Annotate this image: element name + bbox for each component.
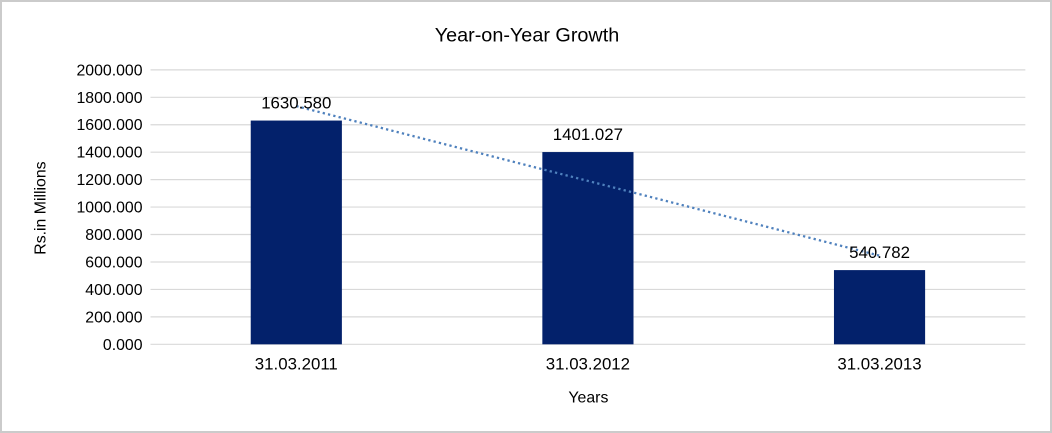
y-tick-label: 800.000	[85, 227, 142, 244]
bar-value-label: 1630.580	[261, 94, 331, 113]
trendline	[296, 105, 880, 257]
y-tick-label: 200.000	[85, 309, 142, 326]
y-tick-label: 400.000	[85, 282, 142, 299]
chart-title: Year-on-Year Growth	[435, 25, 620, 47]
y-axis-title: Rs.in Millions	[32, 161, 49, 254]
y-axis-tick-labels: 0.000 200.000 400.000 600.000 800.000 1000.00…	[76, 62, 142, 353]
bar	[542, 152, 634, 345]
bars	[250, 120, 926, 345]
bar	[833, 270, 926, 345]
y-tick-label: 1000.000	[76, 200, 142, 217]
y-tick-label: 1800.000	[76, 90, 142, 107]
x-tick-label: 31.03.2012	[546, 355, 630, 374]
x-tick-label: 31.03.2013	[837, 355, 921, 374]
x-tick-label: 31.03.2011	[255, 355, 338, 374]
value-labels: 1630.580 1401.027 540.782	[261, 94, 910, 263]
y-tick-label: 1200.000	[76, 172, 142, 189]
y-tick-label: 1400.000	[76, 145, 142, 162]
bar	[250, 120, 342, 345]
y-tick-label: 600.000	[85, 254, 142, 271]
y-tick-label: 2000.000	[76, 62, 142, 79]
x-axis-title: Years	[568, 389, 608, 406]
y-tick-label: 1600.000	[76, 117, 142, 134]
bar-value-label: 1401.027	[553, 125, 623, 144]
x-axis-tick-labels: 31.03.2011 31.03.2012 31.03.2013	[255, 355, 922, 374]
y-tick-label: 0.000	[103, 337, 143, 354]
bar-value-label: 540.782	[849, 243, 910, 262]
trendline-dotted	[296, 105, 880, 257]
